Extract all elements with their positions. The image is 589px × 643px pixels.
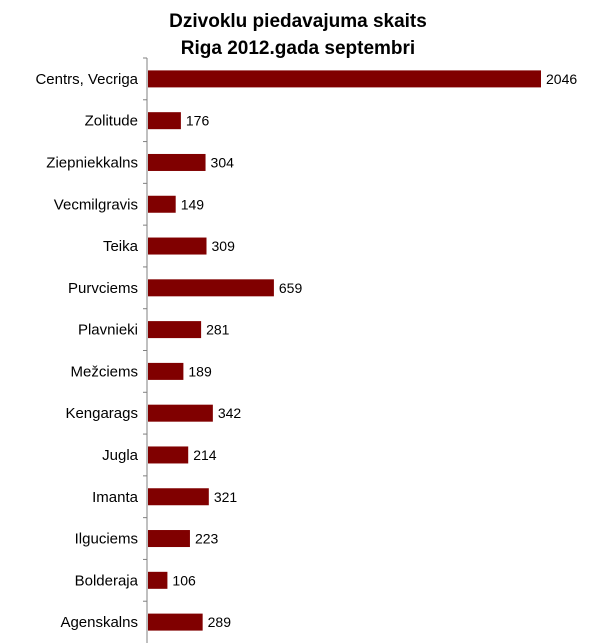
chart-title-line-1: Dzivoklu piedavajuma skaits [169,11,427,32]
bar [148,613,203,631]
category-label: Vecmilgravis [54,196,138,213]
category-label: Teika [103,238,139,255]
value-label: 309 [212,238,236,254]
bar [148,571,168,589]
value-label: 149 [181,196,205,212]
bar [148,362,184,380]
bar [148,404,213,422]
value-label: 659 [279,280,303,296]
category-label: Agenskalns [60,614,138,631]
chart-title-line-2: Riga 2012.gada septembri [181,38,415,59]
value-label: 342 [218,405,242,421]
value-label: 289 [208,614,232,630]
bar [148,279,274,297]
bars [148,70,541,631]
value-label: 281 [206,322,230,338]
category-label: Centrs, Vecriga [35,71,138,88]
category-labels: Centrs, Vecriga Zolitude Ziepniekkalns Vecm… [35,71,138,631]
category-label: Jugla [102,447,139,464]
category-axis [143,57,148,643]
value-labels: 2046 176 304 149 309 659 281 189 342 214 321 223 106… [172,71,577,630]
bar [148,195,176,213]
value-label: 106 [172,572,196,588]
value-label: 223 [195,531,219,547]
chart-title: Dzivoklu piedavajuma skaits Riga 2012.ga… [169,11,427,59]
bar [148,446,189,464]
value-label: 321 [214,489,238,505]
bar [148,321,202,339]
category-label: Purvciems [68,280,138,297]
bar [148,530,190,548]
bar [148,153,206,171]
value-label: 214 [193,447,217,463]
bar [148,112,181,130]
bar [148,488,209,506]
category-label: Kengarags [65,405,138,422]
category-label: Zolitude [85,113,138,130]
value-label: 2046 [546,71,577,87]
category-label: Ziepniekkalns [46,154,138,171]
category-label: Plavnieki [78,322,138,339]
category-label: Mežciems [70,363,138,380]
category-label: Bolderaja [75,572,139,589]
bar [148,237,207,255]
value-label: 176 [186,113,210,129]
value-label: 304 [211,154,235,170]
category-label: Imanta [92,489,139,506]
bar [148,70,541,88]
category-label: Ilguciems [75,531,138,548]
value-label: 189 [188,363,212,379]
